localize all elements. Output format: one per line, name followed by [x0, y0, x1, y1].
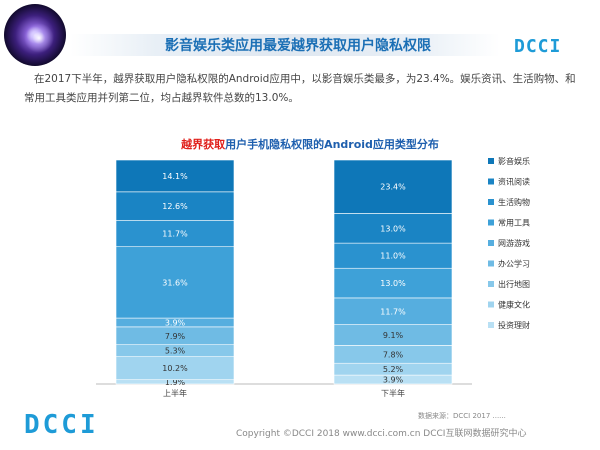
source-note: 数据来源：DCCI 2017 ......	[418, 412, 506, 420]
title-band	[70, 34, 500, 56]
slide-title: 影音娱乐类应用最爱越界获取用户隐私权限	[165, 38, 431, 54]
bar-segment	[115, 219, 235, 248]
legend-swatch	[488, 322, 494, 328]
legend-label: 生活购物	[498, 197, 530, 207]
legend-label: 影音娱乐	[498, 156, 530, 166]
legend-swatch	[488, 240, 494, 246]
legend-swatch	[488, 301, 494, 308]
bar-value-label: 31.6%	[162, 278, 188, 287]
legend-swatch	[488, 199, 494, 205]
bar-value-label: 7.8%	[383, 350, 404, 359]
legend-label: 常用工具	[498, 219, 530, 228]
legend-swatch	[488, 281, 494, 287]
legend-label: 网游游戏	[498, 238, 530, 248]
bar-value-label: 12.6%	[162, 202, 188, 211]
bar-value-label: 11.0%	[380, 252, 406, 261]
bar-value-label: 13.0%	[380, 279, 406, 288]
intro-text: 在2017下半年，越界获取用户隐私权限的Android应用中，以影音娱乐类最多，…	[24, 73, 576, 104]
x-tick-label: 下半年	[381, 388, 405, 398]
legend-swatch	[488, 158, 494, 164]
bar-value-label: 11.7%	[162, 230, 188, 239]
bar-value-label: 11.7%	[380, 307, 406, 316]
orb-logo-icon	[4, 4, 66, 66]
bar-value-label: 5.3%	[165, 347, 186, 356]
bar-value-label: 7.9%	[165, 332, 186, 341]
legend-label: 资讯阅读	[498, 177, 530, 187]
chart-title: 越界获取用户手机隐私权限的Android应用类型分布	[150, 136, 470, 152]
bar-value-label: 3.9%	[165, 318, 186, 327]
dcci-logo-top: DCCI	[514, 36, 562, 57]
legend-label: 投资理财	[498, 320, 530, 330]
bar-value-label: 14.1%	[162, 172, 188, 181]
copyright-text: Copyright ©DCCI 2018 www.dcci.com.cn DCC…	[236, 429, 527, 439]
bar-value-label: 1.9%	[165, 378, 186, 387]
legend-label: 出行地图	[498, 279, 530, 289]
dcci-logo-footer: DCCI	[24, 410, 99, 440]
bar-value-label: 13.0%	[380, 224, 406, 233]
bar-value-label: 3.9%	[383, 376, 404, 385]
bar-value-label: 10.2%	[162, 364, 188, 373]
legend-swatch	[488, 219, 494, 226]
bar-segment	[115, 246, 235, 319]
intro-paragraph: 在2017下半年，越界获取用户隐私权限的Android应用中，以影音娱乐类最多，…	[24, 70, 584, 108]
legend-label: 办公学习	[498, 259, 530, 269]
chart-title-rest: 用户手机隐私权限的Android应用类型分布	[225, 138, 439, 151]
bar-segment	[333, 242, 453, 269]
bar-value-label: 5.2%	[383, 365, 404, 374]
legend-swatch	[488, 178, 494, 185]
bar-segment	[333, 159, 453, 214]
bar-segment	[333, 297, 453, 325]
bar-value-label: 9.1%	[383, 331, 404, 340]
bar-segment	[115, 159, 235, 193]
x-tick-label: 上半年	[163, 388, 187, 398]
legend-swatch	[488, 260, 494, 267]
chart-title-highlight: 越界获取	[181, 138, 226, 151]
bar-value-label: 23.4%	[380, 183, 406, 192]
bar-segment	[115, 191, 235, 221]
bar-segment	[333, 267, 453, 299]
chart-area: 越界获取用户手机隐私权限的Android应用类型分布 1.9% 10.2% 5.3%…	[0, 132, 600, 422]
stacked-bar-chart: 1.9% 10.2% 5.3% 7.9% 3.9% 31.6% 11.7% 12.6% 14.1…	[96, 156, 530, 398]
orb-spark	[24, 23, 54, 53]
bar-segment	[333, 213, 453, 244]
legend-label: 健康文化	[498, 300, 530, 310]
